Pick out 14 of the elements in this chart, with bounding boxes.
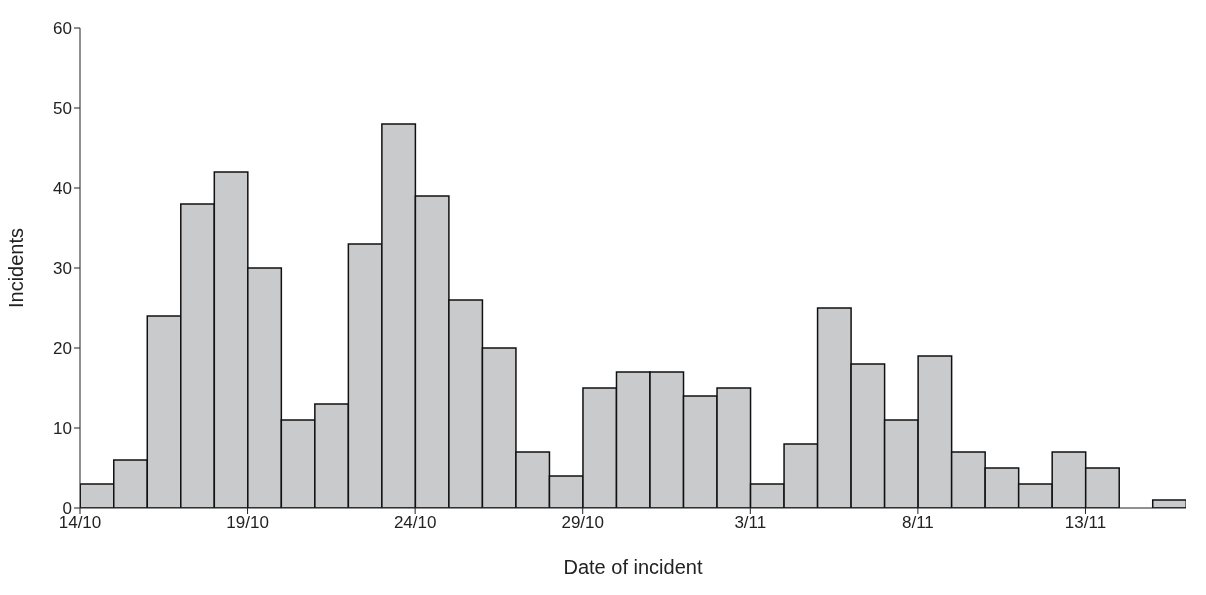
- x-tick-label: 13/11: [1064, 513, 1107, 533]
- y-tick-label: 40: [53, 179, 72, 199]
- x-tick-label: 19/10: [226, 513, 269, 533]
- x-tick-label: 29/10: [561, 513, 604, 533]
- x-tick-label: 8/11: [901, 513, 934, 533]
- y-axis-title: Incidents: [5, 227, 28, 309]
- x-axis-title: Date of incident: [563, 556, 703, 578]
- x-tick-label: 3/11: [734, 513, 767, 533]
- y-tick-label: 60: [53, 19, 72, 39]
- y-tick-label: 30: [53, 259, 72, 279]
- x-tick-label: 24/10: [393, 513, 437, 533]
- y-tick-label: 50: [53, 99, 72, 119]
- y-tick-label: 10: [53, 419, 72, 439]
- y-tick-label: 20: [53, 339, 72, 359]
